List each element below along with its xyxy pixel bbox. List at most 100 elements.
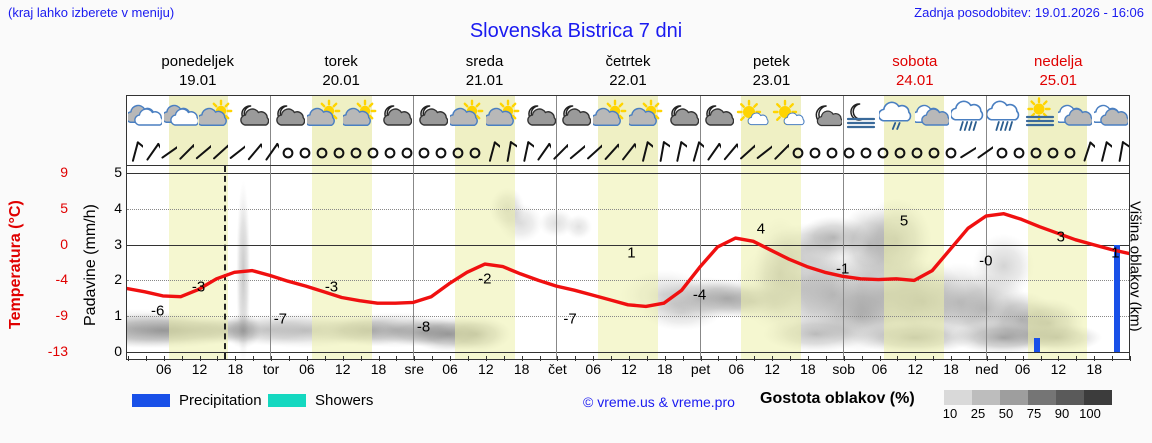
time-tick	[450, 356, 452, 361]
wind-barb-icon	[569, 138, 589, 165]
wind-barb-icon	[127, 138, 146, 165]
gridline-2	[127, 280, 1129, 282]
time-label-22: 18	[943, 361, 959, 377]
wind-calm-icon	[807, 138, 823, 165]
cloud-density-legend-title: Gostota oblakov (%)	[760, 390, 915, 407]
wind-barb-icon	[518, 138, 537, 165]
wind-barb-icon	[535, 138, 555, 165]
time-tick	[1130, 356, 1131, 361]
temperature-tick-3: -4	[55, 271, 68, 288]
wind-calm-icon	[1062, 138, 1078, 165]
time-tick	[289, 356, 291, 361]
time-tick	[396, 356, 398, 361]
time-tick	[360, 356, 362, 361]
cloud-density-swatch-2	[1000, 390, 1028, 405]
wind-calm-icon	[382, 138, 398, 165]
weather-icon-cloud-rain-icon	[985, 97, 1021, 136]
time-tick	[1022, 356, 1024, 361]
wind-barb-icon	[552, 138, 572, 165]
temperature-label-7: 1	[627, 244, 636, 262]
weather-icon-sunny-cloud-icon	[447, 97, 484, 136]
wind-barb-icon	[620, 138, 640, 165]
precipitation-axis-title: Padavine (mm/h)	[82, 204, 99, 326]
temperature-tick-1: 5	[60, 199, 68, 216]
wind-barb-icon	[144, 138, 164, 165]
time-tick	[825, 356, 827, 361]
daylight-band-6	[1027, 166, 1088, 359]
time-label-13: 12	[621, 361, 637, 377]
legend-showers-label: Showers	[315, 392, 374, 409]
wind-calm-icon	[433, 138, 449, 165]
weather-icon-cloudy-icon	[161, 97, 199, 136]
weather-icon-moon-cloud-icon	[271, 97, 306, 136]
wind-calm-icon	[365, 138, 381, 165]
time-tick	[503, 356, 505, 361]
weather-icon-moon-cloud-icon	[235, 97, 270, 136]
legend-showers: Showers	[268, 392, 373, 409]
weather-icon-cloud-icon	[911, 97, 951, 136]
weather-icon-moon-fog-icon	[844, 97, 878, 136]
time-tick	[1076, 356, 1078, 361]
time-label-26: 18	[1086, 361, 1102, 377]
wind-barb-icon	[1096, 138, 1114, 165]
precipitation-tick-1: 4	[114, 199, 122, 216]
cloud-density-swatch-5	[1084, 390, 1112, 405]
day-name: ponedeljek	[161, 53, 234, 70]
time-tick	[807, 356, 809, 361]
wind-barb-icon	[1113, 138, 1129, 165]
time-tick	[575, 356, 577, 361]
temperature-tick-0: 9	[60, 164, 68, 180]
day-separator-5	[842, 96, 844, 136]
day-date: 20.01	[322, 72, 360, 89]
day-separator-1	[270, 136, 272, 165]
precipitation-tick-3: 2	[114, 271, 122, 288]
time-tick	[145, 356, 147, 361]
cloud-density-tick-5: 100	[1079, 406, 1101, 421]
weather-icon-sun-fog-icon	[1023, 97, 1057, 136]
day-separator-2	[413, 136, 415, 165]
cloud-density-color-scale	[944, 390, 1112, 405]
time-tick	[199, 356, 201, 361]
time-label-17: 12	[764, 361, 780, 377]
wind-barb-icon	[773, 138, 793, 165]
daylight-band-3	[598, 166, 658, 359]
time-label-21: 12	[907, 361, 924, 377]
daylight-band-3	[598, 136, 658, 165]
day-header-1: torek 20.01	[269, 52, 412, 92]
day-date: 25.01	[1039, 72, 1078, 89]
daylight-band-0	[168, 136, 229, 165]
time-tick	[253, 356, 255, 361]
time-tick	[611, 356, 613, 361]
temperature-label-13: 3	[1056, 228, 1065, 246]
time-tick	[467, 356, 469, 361]
weather-icon-strip	[127, 96, 1129, 136]
precipitation-color-swatch	[132, 394, 170, 407]
day-separator-6	[985, 136, 987, 165]
time-label-14: 18	[656, 361, 673, 377]
time-label-19: sob	[832, 361, 855, 377]
time-tick	[181, 356, 183, 361]
wind-calm-icon	[331, 138, 347, 165]
time-tick	[700, 356, 702, 361]
temperature-tick-2: 0	[60, 235, 68, 252]
day-name: nedelja	[1034, 53, 1083, 70]
wind-calm-icon	[416, 138, 432, 165]
credit-link[interactable]: © vreme.us & vreme.pro	[583, 394, 735, 410]
time-tick	[790, 356, 792, 361]
time-tick	[557, 356, 559, 361]
time-tick	[682, 356, 684, 361]
weather-icon-moon-cloud-icon	[378, 97, 413, 136]
time-tick	[163, 356, 165, 361]
gridline-5	[127, 173, 1129, 174]
time-tick	[879, 356, 881, 361]
day-name: torek	[324, 53, 358, 70]
day-date: 19.01	[178, 72, 217, 89]
weather-icon-sunny-cloud-icon	[483, 97, 520, 136]
time-tick	[915, 356, 917, 361]
temperature-axis-title: Temperatura (°C)	[7, 200, 24, 330]
weather-icon-cloud-drizzle-icon	[878, 97, 913, 136]
weather-icon-cloud-icon	[1090, 97, 1129, 136]
precipitation-bar-1	[1114, 244, 1121, 352]
precipitation-bar-0	[1033, 337, 1040, 352]
temperature-curve	[127, 212, 1129, 309]
